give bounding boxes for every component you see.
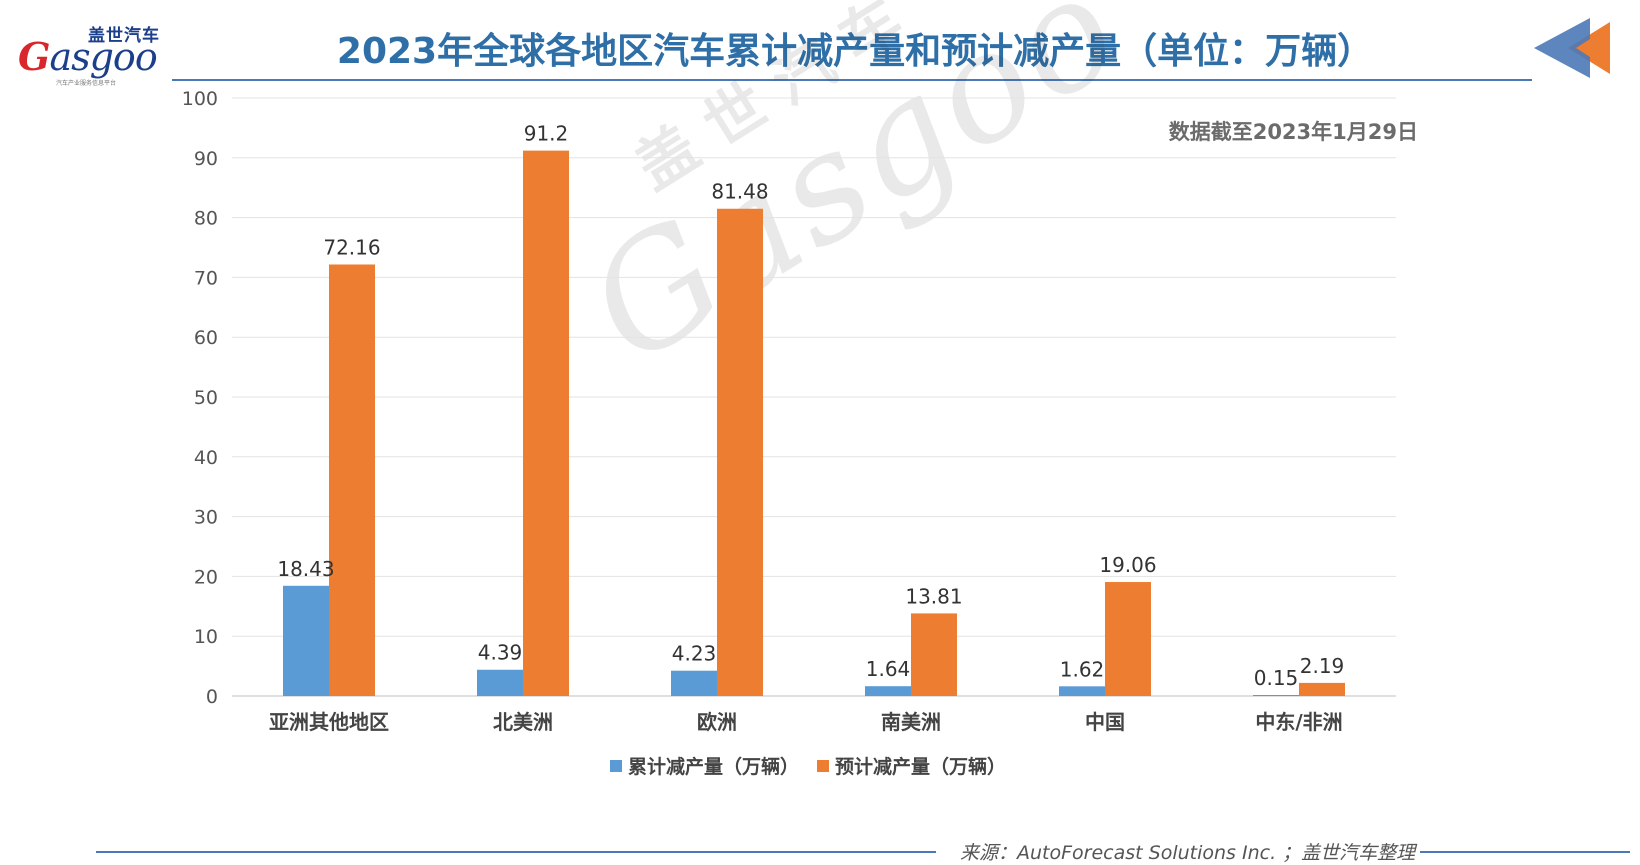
corner-arrow-icon xyxy=(1534,18,1610,78)
legend-item-series1: 累计减产量（万辆） xyxy=(610,752,799,779)
data-label-forecast: 81.48 xyxy=(711,180,768,204)
data-label-cumulative: 4.23 xyxy=(672,642,717,666)
bar-forecast xyxy=(1299,682,1345,696)
y-tick-label: 100 xyxy=(182,88,218,110)
bar-cumulative xyxy=(1253,695,1299,696)
grid-layer xyxy=(232,97,1396,697)
bar-forecast xyxy=(329,264,375,696)
data-label-forecast: 72.16 xyxy=(323,235,380,259)
y-tick-label: 40 xyxy=(194,447,218,469)
gasgoo-logo: 盖世汽车 Gasgoo 汽车产业服务信息平台 xyxy=(16,18,166,87)
y-tick-label: 60 xyxy=(194,327,218,349)
bar-forecast xyxy=(523,150,569,696)
legend-swatch-series2 xyxy=(817,759,830,772)
y-tick-label: 30 xyxy=(194,507,218,529)
legend-item-series2: 预计减产量（万辆） xyxy=(817,752,1006,779)
y-tick-label: 90 xyxy=(194,148,218,170)
data-date-note: 数据截至2023年1月29日 xyxy=(1168,120,1418,144)
data-label-cumulative: 1.64 xyxy=(866,657,911,681)
bar-cumulative xyxy=(477,669,523,696)
legend-label-series2: 预计减产量（万辆） xyxy=(835,756,1007,778)
logo-en-initial: G xyxy=(18,34,50,79)
logo-tagline: 汽车产业服务信息平台 xyxy=(56,80,117,87)
y-tick-label: 0 xyxy=(206,686,218,708)
y-tick-label: 10 xyxy=(194,626,218,648)
footer-divider-left xyxy=(96,851,936,853)
x-category-label: 欧洲 xyxy=(697,710,737,734)
footer-divider-right xyxy=(1420,851,1630,853)
bar-forecast xyxy=(717,208,763,696)
data-label-cumulative: 4.39 xyxy=(478,641,523,665)
logo-cn-text: 盖世汽车 xyxy=(88,26,160,46)
x-category-label: 南美洲 xyxy=(881,710,941,734)
bar-forecast xyxy=(1105,582,1151,696)
x-category-label: 中国 xyxy=(1085,710,1125,734)
x-category-label: 北美洲 xyxy=(493,710,553,734)
bar-cumulative xyxy=(1059,686,1105,696)
chart-legend: 累计减产量（万辆） 预计减产量（万辆） xyxy=(610,752,1024,779)
logo-en-text: Gasgoo xyxy=(18,34,158,79)
bar-forecast xyxy=(911,613,957,696)
chart-title: 2023年全球各地区汽车累计减产量和预计减产量（单位：万辆） xyxy=(336,31,1374,72)
x-category-label: 亚洲其他地区 xyxy=(269,710,389,734)
data-label-cumulative: 0.15 xyxy=(1254,666,1299,690)
data-label-forecast: 13.81 xyxy=(905,584,962,608)
data-label-cumulative: 18.43 xyxy=(277,557,334,581)
y-tick-label: 50 xyxy=(194,387,218,409)
legend-label-series1: 累计减产量（万辆） xyxy=(628,756,800,778)
legend-swatch-series1 xyxy=(610,759,622,772)
title-divider xyxy=(172,79,1532,81)
y-tick-label: 80 xyxy=(194,208,218,230)
source-note: 来源：AutoForecast Solutions Inc. ；盖世汽车整理 xyxy=(960,842,1416,864)
y-tick-label: 70 xyxy=(194,267,218,289)
logo-en-rest: asgoo xyxy=(49,35,157,79)
data-label-cumulative: 1.62 xyxy=(1060,657,1105,681)
x-category-label: 中东/非洲 xyxy=(1255,710,1342,734)
bar-layer xyxy=(283,150,1345,696)
bar-cumulative xyxy=(671,670,717,696)
data-label-forecast: 2.19 xyxy=(1300,654,1345,678)
bar-cumulative xyxy=(865,686,911,696)
label-layer: 0 10 20 30 40 50 60 70 80 90 100 18.43 72.16 亚洲其他地区 4.… xyxy=(182,88,1345,734)
data-label-forecast: 19.06 xyxy=(1099,553,1156,577)
y-tick-label: 20 xyxy=(194,566,218,588)
bar-cumulative xyxy=(283,585,329,696)
data-label-forecast: 91.2 xyxy=(524,122,569,146)
